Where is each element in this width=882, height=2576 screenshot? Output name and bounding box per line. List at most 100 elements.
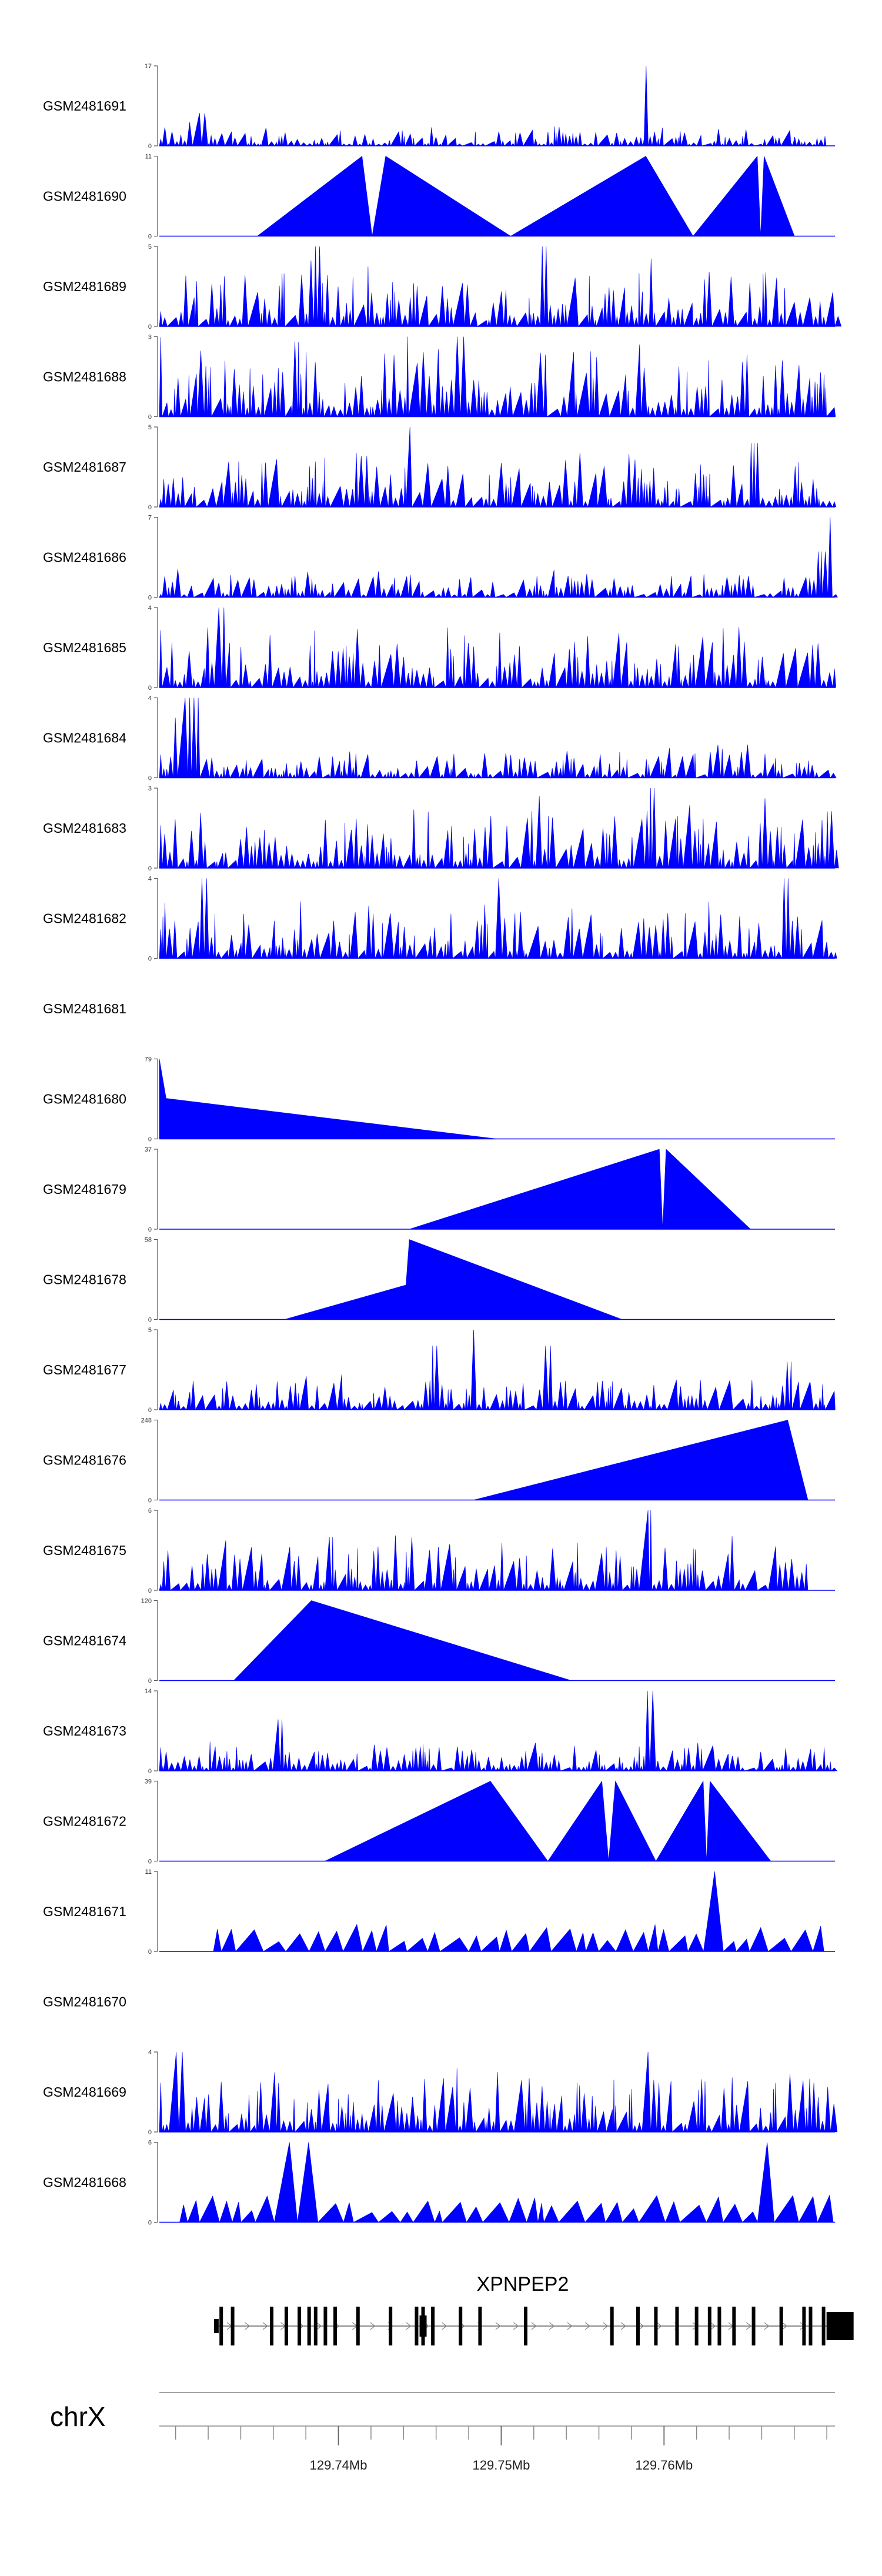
y-tick-label-max: 5 <box>148 424 152 431</box>
track-label: GSM2481673 <box>43 1723 126 1739</box>
y-tick-label-min: 0 <box>148 595 152 602</box>
track-GSM2481672: GSM2481672 39 0 <box>43 1778 835 1866</box>
strand-arrow <box>513 2322 519 2330</box>
gene-exon <box>478 2307 482 2345</box>
track-y-axis: 79 0 <box>145 1056 158 1143</box>
y-tick-label-min: 0 <box>148 323 152 331</box>
track-y-axis: 70 <box>148 515 158 602</box>
y-tick-label-max: 11 <box>145 1868 152 1876</box>
y-tick-label-min: 0 <box>148 865 152 872</box>
y-tick-label-min: 0 <box>148 1407 152 1414</box>
gene-exon <box>307 2307 311 2345</box>
strand-arrow <box>406 2322 412 2330</box>
track-y-axis: 120 0 <box>141 1598 158 1685</box>
strand-arrow <box>549 2322 555 2330</box>
track-label: GSM2481681 <box>43 1001 126 1016</box>
coverage-area-GSM2481691 <box>159 65 828 147</box>
gene-exon-block <box>419 2315 427 2337</box>
track-label: GSM2481671 <box>43 1904 126 1919</box>
strand-arrow <box>603 2322 609 2330</box>
track-y-axis: 11 0 <box>145 1868 158 1956</box>
gene-exon <box>333 2307 338 2345</box>
track-y-axis: 40 <box>148 2049 158 2136</box>
strand-arrow <box>316 2322 322 2330</box>
y-tick-label-max: 17 <box>145 63 152 70</box>
y-tick-label-max: 7 <box>148 515 152 522</box>
track-y-axis: 40 <box>148 876 158 963</box>
coverage-area-GSM2481690 <box>256 155 795 237</box>
coverage-area-GSM2481680 <box>159 1059 497 1139</box>
track-GSM2481681: GSM2481681 <box>43 1001 126 1016</box>
y-tick-label-max: 6 <box>148 2140 152 2147</box>
strand-arrow <box>584 2322 591 2330</box>
track-y-axis: 248 0 <box>141 1417 158 1504</box>
track-label: GSM2481675 <box>43 1543 126 1558</box>
coverage-area-GSM2481688 <box>159 336 836 418</box>
track-GSM2481670: GSM2481670 <box>43 1994 126 2010</box>
strand-arrow <box>495 2322 501 2330</box>
genome-axis-track: chrX 129.74Mb 129.75Mb 129.76Mb <box>50 2392 835 2472</box>
track-y-axis: 60 <box>148 1507 158 1594</box>
track-label: GSM2481685 <box>43 640 126 655</box>
track-label: GSM2481678 <box>43 1272 126 1287</box>
strand-arrow <box>531 2322 537 2330</box>
track-GSM2481678: GSM2481678 58 0 <box>43 1237 835 1324</box>
y-tick-label-min: 0 <box>148 2129 152 2136</box>
y-tick-label-min: 0 <box>148 504 152 511</box>
y-tick-label-max: 4 <box>148 695 152 702</box>
coverage-area-GSM2481687 <box>159 426 837 508</box>
track-GSM2481671: GSM2481671 11 0 <box>43 1868 835 1956</box>
coverage-area-GSM2481679 <box>409 1149 751 1230</box>
coverage-area-GSM2481668 <box>179 2142 834 2223</box>
y-tick-label-max: 4 <box>148 2049 152 2056</box>
chromosome-label: chrX <box>50 2401 106 2432</box>
track-y-axis: 14 0 <box>145 1688 158 1775</box>
strand-arrow <box>370 2322 376 2330</box>
strand-arrow <box>442 2322 447 2330</box>
gene-exon <box>415 2307 419 2345</box>
gene-exon <box>230 2307 235 2345</box>
strand-arrow <box>710 2322 716 2330</box>
strand-arrow <box>781 2322 788 2330</box>
y-tick-label-min: 0 <box>148 1317 152 1324</box>
track-label: GSM2481688 <box>43 369 126 385</box>
gene-exon <box>808 2307 813 2345</box>
gene-exon <box>732 2307 736 2345</box>
gene-exon <box>219 2307 223 2345</box>
track-label: GSM2481669 <box>43 2084 126 2100</box>
y-tick-label-max: 248 <box>141 1417 152 1424</box>
track-y-axis: 50 <box>148 424 158 511</box>
strand-arrow <box>245 2322 250 2330</box>
y-tick-label-max: 3 <box>148 334 152 341</box>
y-tick-label-max: 120 <box>141 1598 152 1605</box>
y-tick-label-max: 39 <box>145 1778 152 1786</box>
track-label: GSM2481687 <box>43 459 126 475</box>
track-label: GSM2481676 <box>43 1453 126 1468</box>
gene-exon <box>717 2307 721 2345</box>
coverage-area-GSM2481685 <box>159 607 837 689</box>
track-GSM2481689: GSM2481689 5 0 <box>43 243 842 331</box>
y-tick-label-min: 0 <box>148 1587 152 1594</box>
strand-arrow <box>746 2322 752 2330</box>
gene-exon <box>459 2307 463 2345</box>
y-tick-label-max: 5 <box>148 243 152 251</box>
strand-arrow <box>656 2322 662 2330</box>
gene-exon <box>675 2307 679 2345</box>
coverage-area-GSM2481672 <box>325 1780 771 1862</box>
track-y-axis: 40 <box>148 695 158 782</box>
y-tick-label-max: 11 <box>145 154 152 161</box>
track-y-axis: 58 0 <box>145 1237 158 1324</box>
track-label: GSM2481682 <box>43 911 126 926</box>
gene-exon <box>313 2307 318 2345</box>
y-tick-label-max: 37 <box>145 1146 152 1153</box>
track-y-axis: 17 0 <box>145 63 158 150</box>
coverage-area-GSM2481673 <box>159 1690 838 1772</box>
track-y-axis: 37 0 <box>145 1146 158 1233</box>
coverage-area-GSM2481671 <box>213 1871 828 1953</box>
track-label: GSM2481689 <box>43 279 126 294</box>
